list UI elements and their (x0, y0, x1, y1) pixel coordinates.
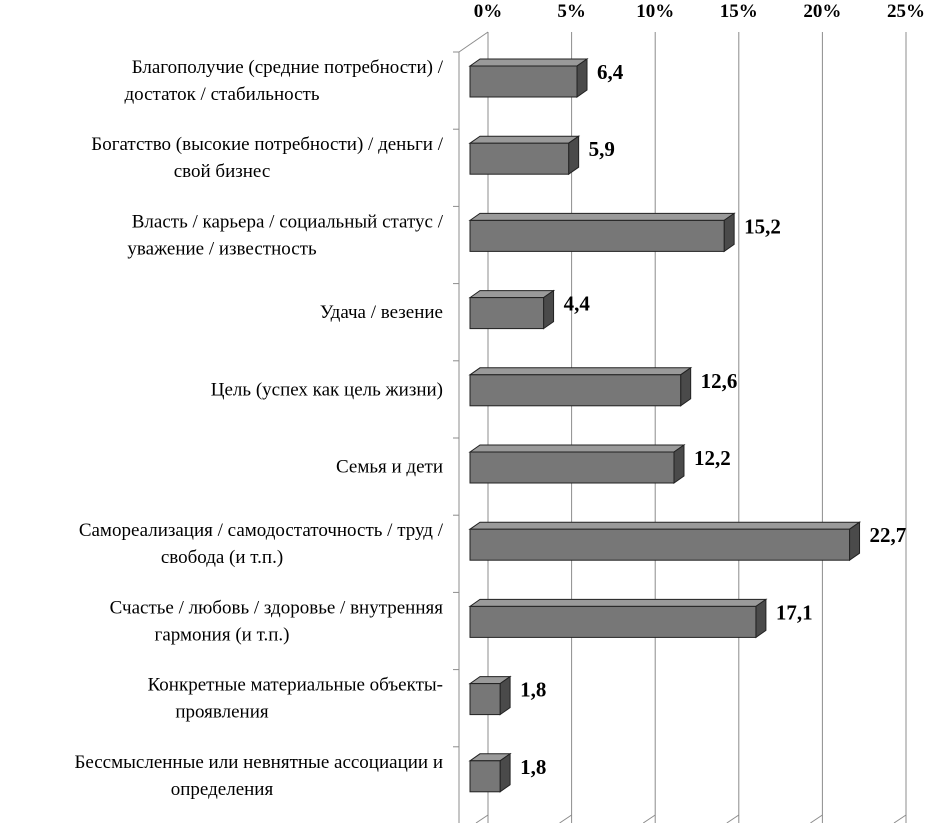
category-label-4: Цель (успех как цель жизни) (211, 379, 443, 400)
side-wall-top-edge (458, 31, 489, 53)
data-label-5: 12,2 (694, 446, 731, 470)
data-label-9: 1,8 (520, 755, 546, 779)
bar-top-face (468, 598, 768, 607)
bar-side-face (543, 289, 555, 330)
category-label-line: Благополучие (средние потребности) / (132, 57, 444, 78)
data-labels: 6,4 5,9 15,2 4,4 12,6 12,2 22,7 17,1 1,8 1,8 (520, 60, 906, 779)
floor-gridline-2 (642, 814, 656, 823)
x-tick-label-0: 0% (474, 1, 503, 22)
bar-5 (468, 444, 686, 484)
x-tick-label-5: 25% (887, 1, 925, 22)
bar-front-face (469, 65, 578, 98)
floor-gridline-0 (475, 814, 489, 823)
category-label-8: Конкретные материальные объекты-проявлен… (148, 675, 443, 723)
bar-front-face (469, 760, 501, 793)
data-label-2: 15,2 (744, 214, 781, 238)
bar-2 (468, 212, 736, 253)
bar-top-face (468, 58, 589, 67)
category-label-line: Бессмысленные или невнятные ассоциации и (74, 752, 443, 773)
category-label-line: проявления (175, 702, 269, 723)
data-label-4: 12,6 (701, 369, 738, 393)
category-label-line: Богатство (высокие потребности) / деньги… (91, 134, 443, 155)
bar-side-face (576, 58, 588, 98)
category-label-line: гармония (и т.п.) (155, 624, 290, 645)
bar-side-face (755, 598, 767, 639)
bar-side-face (499, 675, 511, 716)
bar-front-face (469, 219, 725, 252)
x-tick-label-2: 10% (636, 1, 674, 22)
floor-gridline-5 (893, 814, 907, 823)
data-label-8: 1,8 (520, 678, 546, 702)
bar-4 (468, 366, 693, 407)
bar-top-face (468, 367, 693, 376)
floor-gridline-4 (810, 814, 823, 823)
category-label-line: Семья и дети (336, 457, 443, 478)
category-label-line: уважение / известность (127, 238, 317, 259)
bar-front-face (469, 451, 675, 484)
bar-side-face (723, 212, 735, 253)
data-label-1: 5,9 (589, 137, 615, 161)
data-label-6: 22,7 (870, 523, 907, 547)
bar-top-face (468, 444, 686, 453)
x-tick-label-4: 20% (803, 1, 841, 22)
category-label-line: Удача / везение (320, 302, 443, 323)
bar-top-face (468, 290, 556, 299)
bar-side-face (499, 752, 511, 793)
floor-gridline-1 (559, 814, 572, 823)
bar-side-face (680, 366, 692, 407)
category-label-line: Конкретные материальные объекты- (148, 675, 443, 696)
x-tick-label-1: 5% (557, 1, 586, 22)
bar-top-face (468, 135, 581, 144)
bar-3 (468, 289, 556, 330)
bar-front-face (469, 683, 501, 716)
bar-side-face (673, 444, 685, 484)
category-label-line: определения (171, 779, 274, 800)
category-label-7: Счастье / любовь / здоровье / внутренняя… (110, 597, 444, 645)
bars-layer (468, 58, 862, 793)
data-label-3: 4,4 (564, 292, 591, 316)
bar-top-face (468, 521, 862, 530)
category-label-9: Бессмысленные или невнятные ассоциации и… (74, 752, 443, 800)
bar-front-face (469, 142, 570, 175)
category-label-3: Удача / везение (320, 302, 443, 323)
category-label-line: Цель (успех как цель жизни) (211, 379, 443, 400)
category-label-line: свой бизнес (174, 161, 271, 182)
floor-gridline-3 (726, 814, 740, 823)
category-label-5: Семья и дети (336, 457, 443, 478)
data-label-7: 17,1 (776, 600, 813, 624)
bar-top-face (468, 212, 736, 221)
bar-front-face (469, 605, 757, 638)
bar-9 (468, 752, 512, 793)
bar-side-face (568, 135, 580, 176)
x-tick-label-3: 15% (720, 1, 758, 22)
bar-side-face (849, 521, 861, 562)
category-label-6: Самореализация / самодостаточность / тру… (79, 520, 444, 568)
bar-6 (468, 521, 862, 562)
bar-7 (468, 598, 768, 639)
category-labels: Благополучие (средние потребности) / дост… (74, 57, 443, 800)
category-label-2: Власть / карьера / социальный статус / ув… (127, 211, 443, 259)
data-label-0: 6,4 (597, 60, 624, 84)
category-label-line: свобода (и т.п.) (161, 547, 283, 568)
bar-0 (468, 58, 589, 98)
category-label-line: Счастье / любовь / здоровье / внутренняя (110, 597, 444, 618)
bar-front-face (469, 374, 682, 407)
category-label-1: Богатство (высокие потребности) / деньги… (91, 134, 443, 182)
x-axis-tick-labels: 0% 5% 10% 15% 20% 25% (474, 1, 925, 22)
category-label-line: достаток / стабильность (124, 84, 319, 105)
category-label-0: Благополучие (средние потребности) / дост… (124, 57, 443, 105)
bar-front-face (469, 297, 545, 330)
category-label-line: Власть / карьера / социальный статус / (132, 211, 444, 232)
bar-front-face (469, 528, 851, 561)
bar-1 (468, 135, 581, 176)
bar-8 (468, 675, 512, 716)
category-label-line: Самореализация / самодостаточность / тру… (79, 520, 444, 541)
